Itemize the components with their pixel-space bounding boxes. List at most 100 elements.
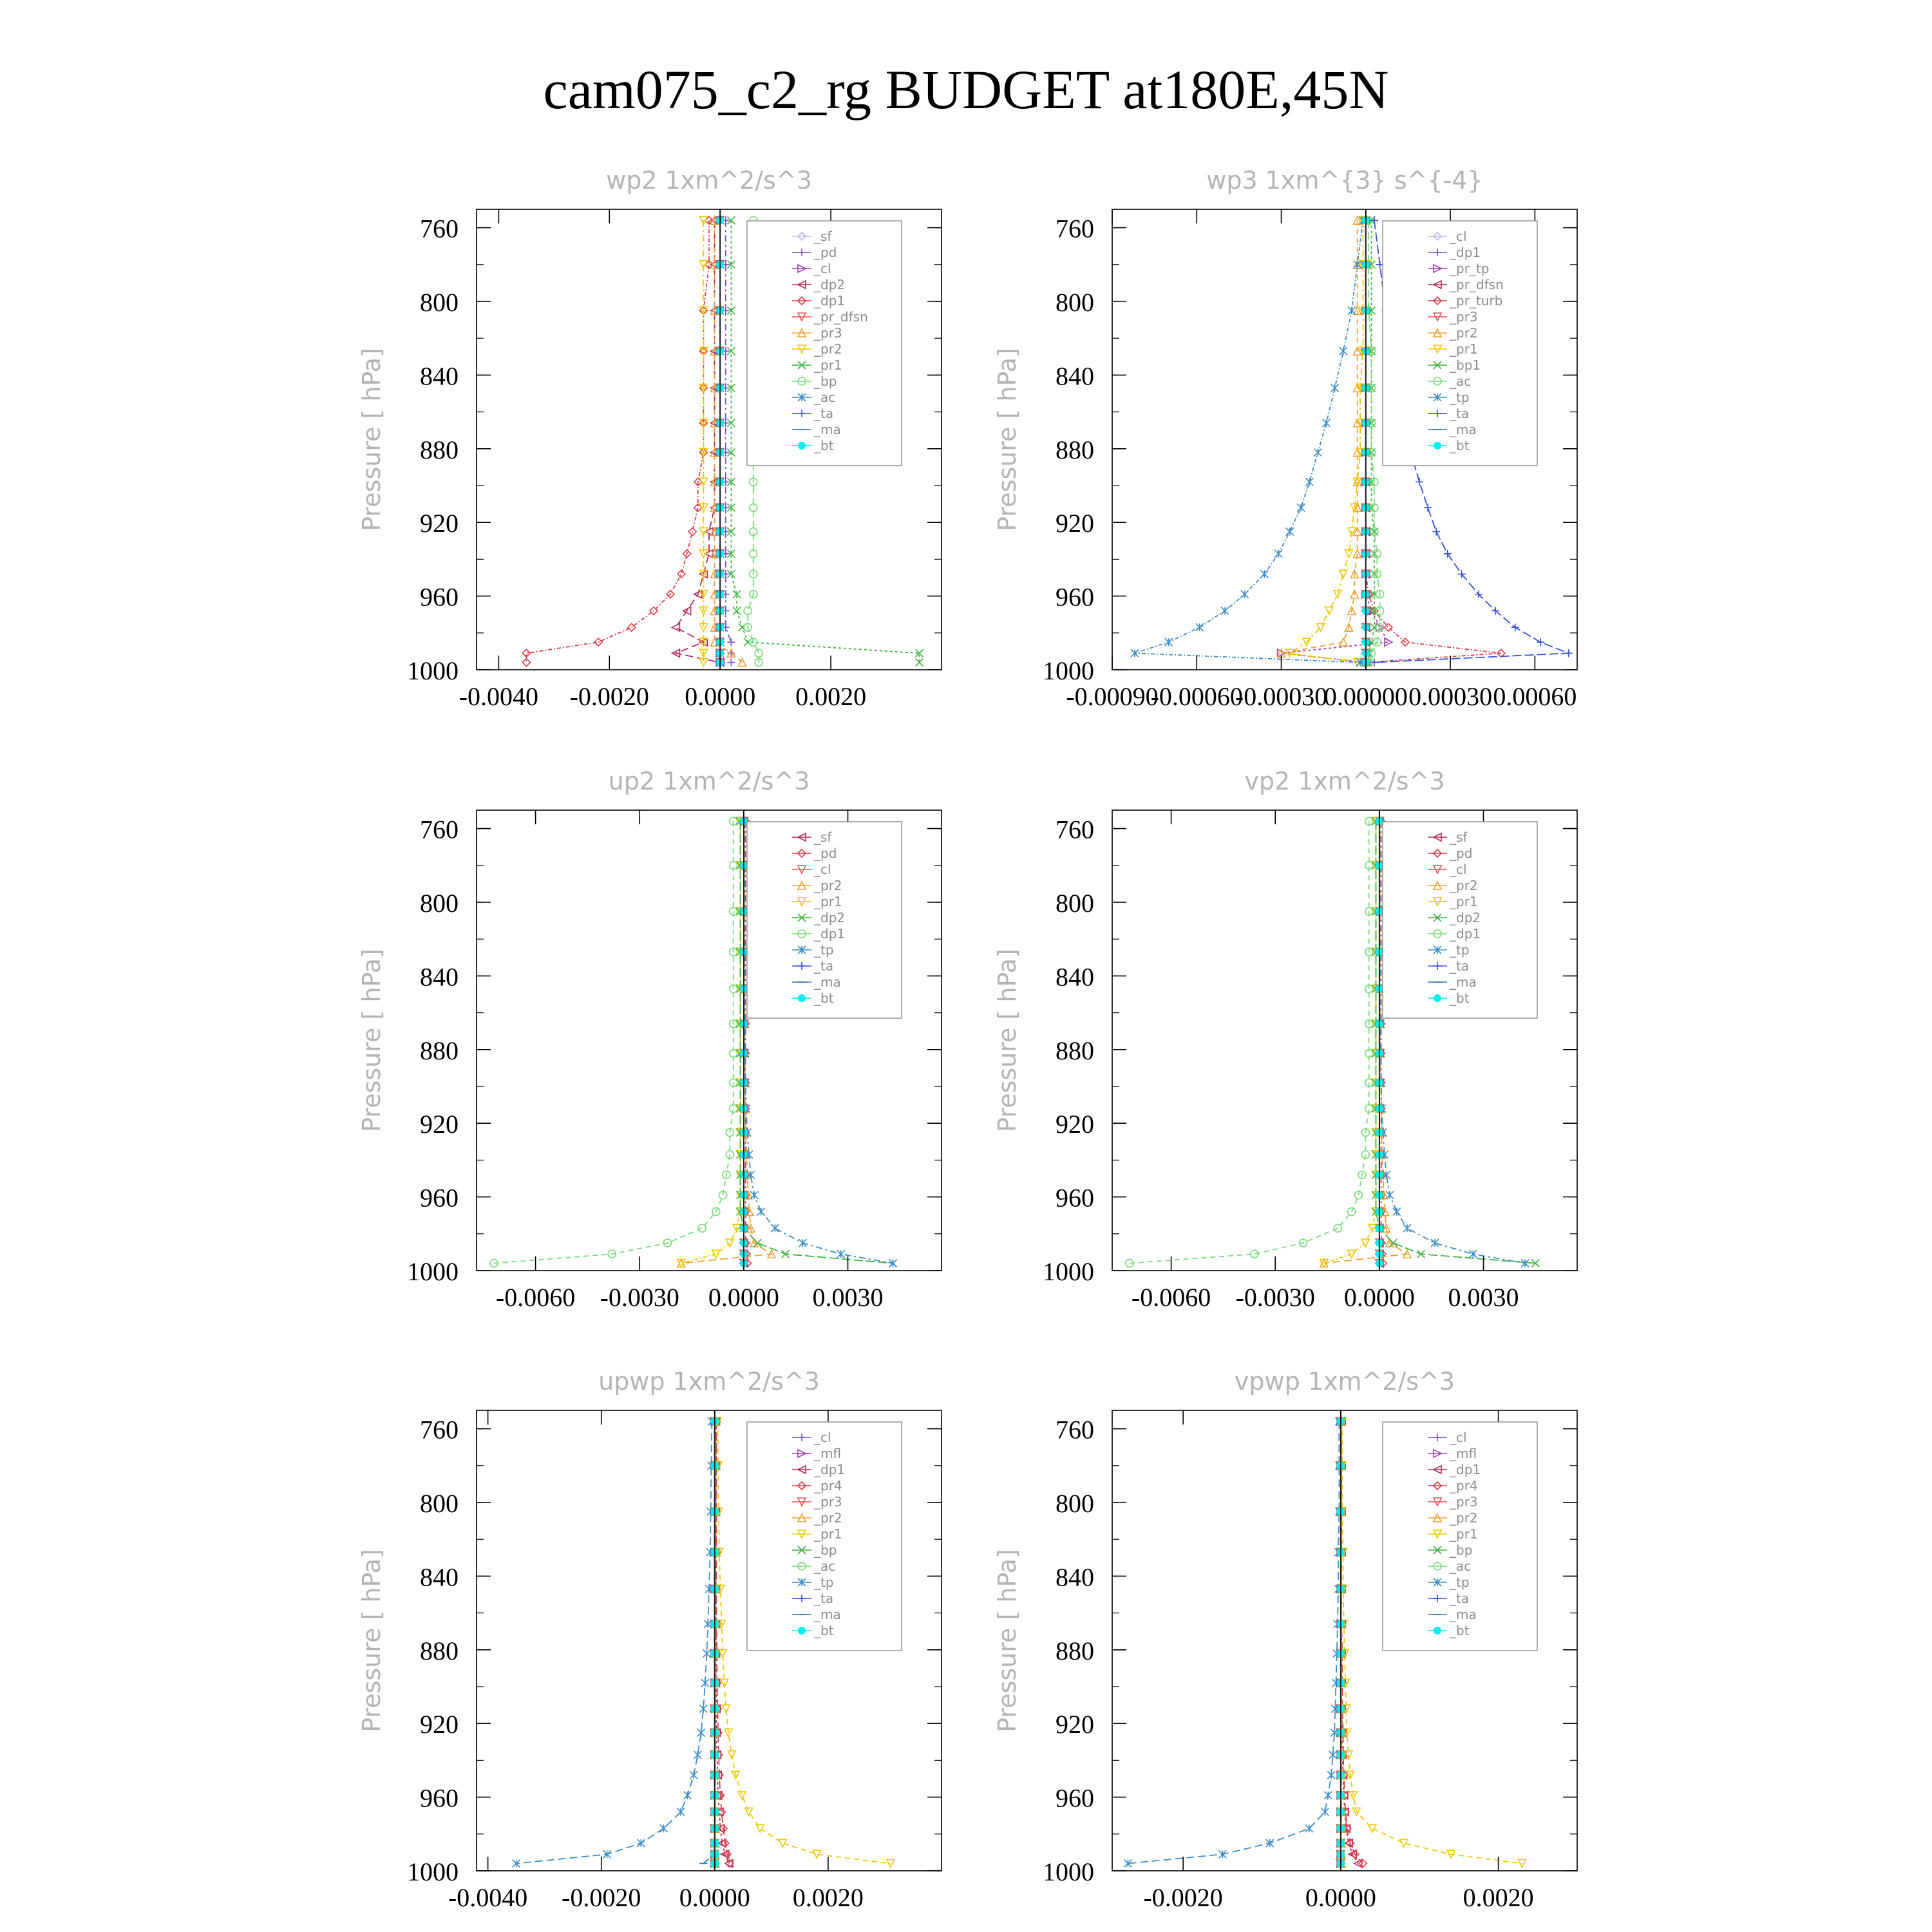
legend-label: _pr2 — [813, 341, 842, 357]
legend-swatch-marker — [798, 1627, 806, 1634]
series-point-pr2 — [699, 606, 708, 616]
series-point-tp — [1520, 1258, 1530, 1268]
series-point-pr1 — [726, 419, 735, 428]
series-point-dp1 — [522, 649, 531, 658]
legend-swatch-marker — [1432, 296, 1443, 306]
series-point-dp1 — [1361, 1150, 1370, 1159]
series-point-pr1 — [1345, 1770, 1355, 1781]
legend-swatch-marker — [1434, 1595, 1441, 1602]
series-point-bp — [748, 477, 758, 487]
series-point-tp — [889, 1258, 898, 1268]
legend-swatch-marker — [1433, 361, 1442, 370]
series-point-pr1 — [1347, 527, 1357, 537]
series-line-pr4 — [715, 1421, 730, 1864]
legend-swatch-marker — [797, 1448, 807, 1459]
series-point-pr1 — [1352, 477, 1362, 488]
series-point-pr4 — [717, 1807, 726, 1817]
y-tick-label: 920 — [1056, 509, 1094, 538]
legend-label: _cl — [1449, 862, 1467, 877]
series-point-pr2 — [1381, 1223, 1391, 1233]
series-point-dp1 — [718, 1190, 728, 1200]
y-tick-label: 960 — [420, 1784, 459, 1813]
series-point-pr2 — [1347, 605, 1357, 616]
legend-label: _bt — [1449, 990, 1470, 1006]
legend-label: _tp — [1449, 942, 1470, 958]
series-point-pr1 — [811, 1850, 822, 1860]
panel-title: vp2 1xm^2/s^3 — [1244, 767, 1444, 795]
legend-label: _pr1 — [813, 894, 842, 909]
legend-swatch-marker — [797, 832, 806, 842]
series-point-tp — [705, 1584, 714, 1593]
series-point-dp2 — [781, 1249, 790, 1258]
series-point-tp — [1123, 1859, 1133, 1868]
legend-swatch-marker — [797, 393, 806, 402]
legend-label: _pr1 — [813, 357, 842, 373]
legend-label: _ma — [1449, 1607, 1477, 1622]
legend-swatch-marker — [1432, 832, 1442, 842]
series-point-pr2 — [699, 418, 708, 428]
series-point-pr2 — [1402, 1249, 1412, 1259]
series-point-pr1 — [726, 503, 735, 512]
legend-swatch-marker — [798, 1595, 806, 1602]
series-point-dp1 — [627, 623, 636, 632]
series-point-dp1 — [1364, 1078, 1374, 1088]
legend-label: _tp — [1449, 1575, 1470, 1590]
legend-box — [746, 220, 902, 466]
series-point-ta — [1370, 216, 1378, 225]
y-tick-label: 880 — [1056, 1036, 1094, 1065]
legend-swatch-marker — [1433, 263, 1443, 274]
series-point-pr4 — [718, 1824, 728, 1833]
series-point-tp — [699, 1704, 708, 1713]
y-tick-label: 960 — [1056, 1184, 1094, 1213]
y-tick-label: 800 — [420, 889, 459, 918]
series-point-pr2 — [1350, 589, 1359, 599]
legend-label: _tp — [813, 942, 834, 958]
legend-label: _bp — [1449, 1542, 1472, 1558]
legend-label: _pr2 — [1449, 1510, 1478, 1526]
series-point-dp1 — [711, 1207, 721, 1217]
series-point-dp1 — [1341, 1823, 1351, 1833]
series-point-pr1 — [676, 1258, 687, 1269]
series-point-pr1 — [1324, 606, 1334, 616]
series-point-tp — [1296, 503, 1305, 512]
series-point-tp — [1218, 1850, 1227, 1859]
series-point-ta — [1432, 527, 1441, 536]
series-point-bp — [743, 606, 752, 616]
panel-title: upwp 1xm^2/s^3 — [598, 1367, 820, 1396]
y-tick-label: 800 — [420, 288, 459, 317]
legend-swatch-marker — [797, 929, 806, 938]
series-point-dp1 — [717, 1838, 727, 1848]
legend-swatch-marker — [797, 1513, 807, 1522]
series-point-pr_tp — [1276, 648, 1287, 658]
series-line-tp — [516, 1421, 713, 1864]
series-point-pr1 — [1338, 569, 1349, 580]
series-point-dp1 — [1364, 1104, 1374, 1113]
series-point-pr_turb — [1496, 649, 1506, 658]
series-point-tp — [512, 1859, 521, 1868]
series-point-dp2 — [670, 648, 681, 658]
y-tick-label: 1000 — [1043, 1257, 1094, 1286]
legend-label: _bp — [813, 1542, 837, 1558]
y-tick-label: 800 — [1056, 1489, 1094, 1518]
series-line-pr2 — [1281, 220, 1366, 663]
legend-label: _dp1 — [813, 293, 845, 308]
series-point-pr1 — [886, 1859, 896, 1869]
series-point-pr1 — [737, 1790, 747, 1801]
series-point-pr2 — [699, 649, 708, 659]
x-tick-label: 0.0020 — [793, 1883, 864, 1912]
legend-label: _ta — [1449, 406, 1469, 421]
legend-swatch-marker — [797, 328, 807, 337]
series-line-pr1 — [730, 220, 920, 663]
legend-label: _pr_dfsn — [813, 309, 868, 325]
series-point-pr1 — [732, 1224, 742, 1234]
series-point-bp — [743, 623, 752, 632]
series-point-ac — [1370, 527, 1379, 536]
series-point-pr1 — [723, 1728, 734, 1738]
series-point-ac — [1372, 638, 1382, 647]
legend-label: _ma — [813, 422, 841, 437]
series-point-dp1 — [715, 1823, 725, 1833]
series-line-dp2 — [674, 220, 721, 663]
legend-swatch-marker — [1432, 1513, 1443, 1522]
x-tick-label: 0.0000 — [1344, 1283, 1415, 1312]
legend-swatch-marker — [1432, 865, 1443, 875]
